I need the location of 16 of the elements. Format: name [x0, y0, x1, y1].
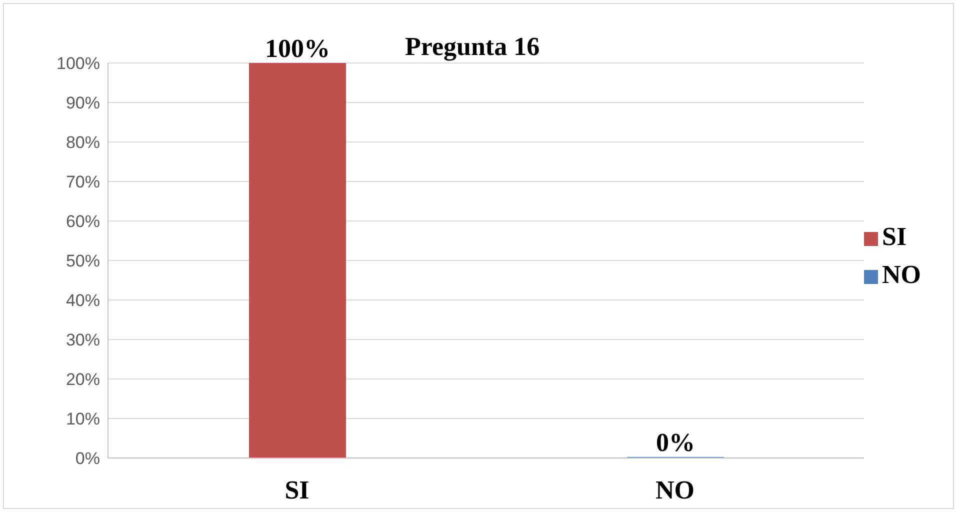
y-tick-label: 80%	[66, 133, 100, 152]
data-label: 100%	[265, 34, 330, 63]
y-tick-label: 90%	[66, 94, 100, 113]
y-tick-label: 60%	[66, 212, 100, 232]
y-tick-label: 70%	[66, 172, 100, 192]
y-tick-label: 20%	[66, 370, 100, 390]
chart-title: Pregunta 16	[405, 32, 540, 62]
y-tick-label: 100%	[56, 54, 100, 74]
y-tick-label: 0%	[75, 449, 100, 468]
legend-label: NO	[882, 260, 921, 289]
y-tick-label: 30%	[66, 330, 100, 350]
y-tick-label: 40%	[66, 291, 100, 310]
legend-label: SI	[882, 222, 907, 251]
y-tick-label: 10%	[66, 410, 100, 429]
data-label: 0%	[656, 428, 695, 457]
y-tick-label: 50%	[66, 252, 100, 271]
